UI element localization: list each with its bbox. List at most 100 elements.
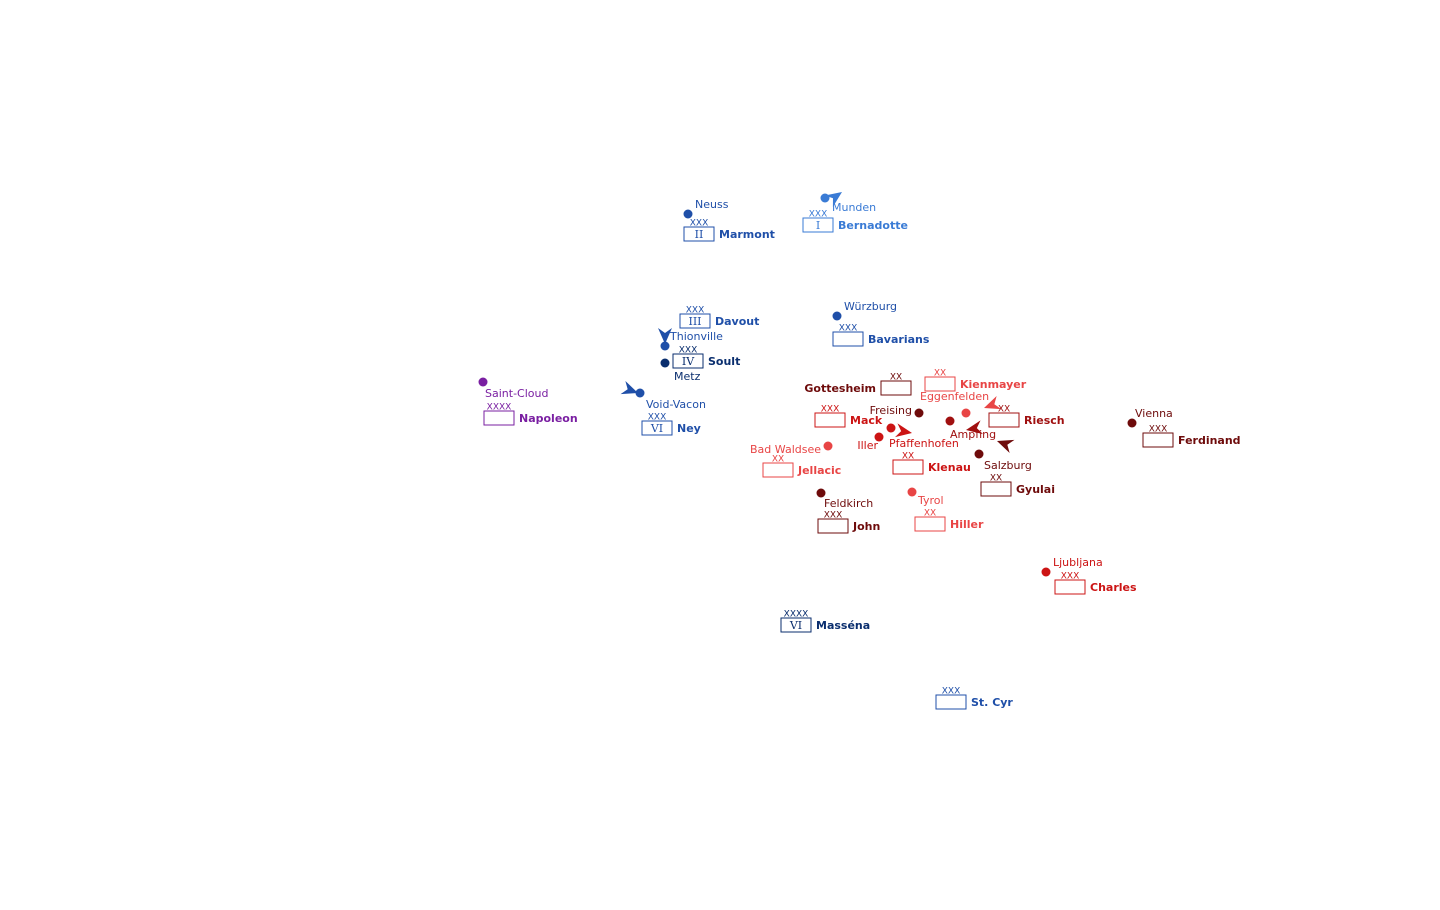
unit-echelon: XXX <box>1061 572 1080 582</box>
city-feldkirch[interactable]: Feldkirch <box>816 488 874 511</box>
unit-echelon: XX <box>934 369 946 379</box>
unit-box-icon <box>832 331 864 347</box>
unit-box-icon <box>641 420 673 436</box>
unit-gyulai[interactable]: XX Gyulai <box>980 474 1055 497</box>
unit-echelon: XX <box>902 452 914 462</box>
city-dot-icon <box>820 193 830 203</box>
unit-box-icon <box>814 412 846 428</box>
unit-kienmayer[interactable]: XX Kienmayer <box>924 369 1027 392</box>
unit-riesch[interactable]: XX Riesch <box>988 405 1065 428</box>
city-dot-icon <box>635 388 645 398</box>
city-label: Würzburg <box>844 300 897 313</box>
unit-hiller[interactable]: XX Hiller <box>914 509 984 532</box>
city-label: Saint-Cloud <box>485 387 548 400</box>
city-salzburg[interactable]: Salzburg <box>974 449 1032 473</box>
city-void-vacon[interactable]: Void-Vacon <box>635 388 706 412</box>
unit-commander: Marmont <box>719 228 775 241</box>
unit-commander: Napoleon <box>519 412 578 425</box>
city-ljubljana[interactable]: Ljubljana <box>1041 556 1103 577</box>
city-label: Bad Waldsee <box>750 443 821 456</box>
city-label: Void-Vacon <box>646 398 706 411</box>
unit-st-cyr[interactable]: XXX St. Cyr <box>935 687 1013 710</box>
city-label: Pfaffenhofen <box>889 437 959 450</box>
city-label: Eggenfelden <box>920 390 989 403</box>
city-thionville[interactable]: Thionville <box>660 330 724 351</box>
kienmayer-march-arrow-icon <box>984 395 1002 410</box>
unit-john[interactable]: XXX John <box>817 511 880 534</box>
unit-commander: Mack <box>850 414 883 427</box>
city-label: Ljubljana <box>1053 556 1103 569</box>
unit-bavarians[interactable]: XXX Bavarians <box>832 324 930 347</box>
city-dot-icon <box>945 416 955 426</box>
city-pfaffenhofen[interactable]: Pfaffenhofen <box>886 423 959 451</box>
city-label: Iller <box>857 439 878 452</box>
city-neuss[interactable]: Neuss <box>683 198 729 219</box>
unit-box-icon <box>817 518 849 534</box>
unit-box-icon <box>762 462 794 478</box>
city-bad-waldsee[interactable]: Bad Waldsee <box>750 441 833 457</box>
unit-mack[interactable]: XXX Mack <box>814 405 883 428</box>
unit-echelon: XXX <box>821 405 840 415</box>
city-dot-icon <box>914 408 924 418</box>
unit-charles[interactable]: XXX Charles <box>1054 572 1137 595</box>
davout-march-arrow-icon <box>658 328 672 344</box>
city-eggenfelden[interactable]: Eggenfelden <box>920 390 989 418</box>
city-label: Tyrol <box>917 494 944 507</box>
unit-box-icon <box>935 694 967 710</box>
city-tyrol[interactable]: Tyrol <box>907 487 944 508</box>
city-iller[interactable]: Iller <box>857 432 884 453</box>
unit-box-icon <box>780 617 812 633</box>
city-freising[interactable]: Freising <box>870 404 924 418</box>
unit-box-icon <box>988 412 1020 428</box>
unit-commander: Kienmayer <box>960 378 1027 391</box>
bernadotte-march-arrow-icon <box>824 192 842 207</box>
city-ampfing[interactable]: Ampfing <box>945 416 997 442</box>
city-label: Ampfing <box>950 428 996 441</box>
city-saint-cloud[interactable]: Saint-Cloud <box>478 377 549 401</box>
unit-box-icon <box>679 313 711 329</box>
city-wurzburg[interactable]: Würzburg <box>832 300 898 321</box>
unit-napoleon[interactable]: XXXX Napoleon <box>483 403 578 426</box>
unit-commander: Klenau <box>928 461 971 474</box>
city-dot-icon <box>1127 418 1137 428</box>
city-dot-icon <box>660 341 670 351</box>
city-metz[interactable]: Metz <box>660 358 701 384</box>
ney-march-arrow-icon <box>620 380 638 395</box>
unit-echelon: XXX <box>686 306 705 316</box>
city-munden[interactable]: Munden <box>820 193 877 215</box>
unit-echelon: XXX <box>690 219 709 229</box>
city-label: Thionville <box>669 330 723 343</box>
unit-ferdinand[interactable]: XXX Ferdinand <box>1142 425 1241 448</box>
unit-commander: Bernadotte <box>838 219 908 232</box>
unit-commander: Bavarians <box>868 333 930 346</box>
unit-jellacic[interactable]: XX Jellacic <box>762 455 841 478</box>
city-dot-icon <box>683 209 693 219</box>
unit-commander: Davout <box>715 315 759 328</box>
unit-echelon: XXXX <box>487 403 512 413</box>
unit-echelon: XXX <box>679 346 698 356</box>
city-dot-icon <box>823 441 833 451</box>
city-label: Metz <box>674 370 701 383</box>
unit-commander: St. Cyr <box>971 696 1013 709</box>
unit-echelon: XX <box>890 373 902 383</box>
city-vienna[interactable]: Vienna <box>1127 407 1173 428</box>
unit-commander: John <box>852 520 880 533</box>
unit-echelon: XX <box>998 405 1010 415</box>
unit-gottesheim[interactable]: XX Gottesheim <box>804 373 912 396</box>
unit-box-icon <box>672 353 704 369</box>
city-label: Neuss <box>695 198 729 211</box>
city-dot-icon <box>961 408 971 418</box>
city-dot-icon <box>874 432 884 442</box>
unit-klenau[interactable]: XX Klenau <box>892 452 971 475</box>
unit-echelon: XXXX <box>784 610 809 620</box>
unit-commander: Gyulai <box>1016 483 1055 496</box>
city-label: Freising <box>870 404 912 417</box>
